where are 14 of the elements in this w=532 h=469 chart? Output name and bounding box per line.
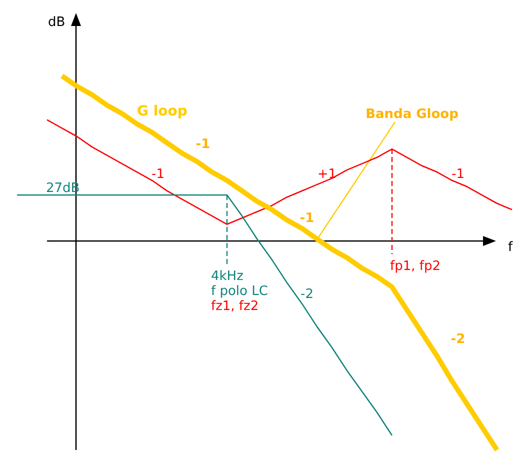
annotation: -1 (300, 211, 314, 226)
annotation: -1 (152, 167, 164, 182)
y-axis-title: dB (48, 15, 66, 30)
annotation: fp1, fp2 (390, 259, 440, 274)
annotation: -1 (196, 137, 210, 152)
annotation: -2 (300, 287, 314, 302)
series-label: G loop (137, 104, 188, 120)
annotation: 4kHz (211, 269, 244, 284)
annotation: f polo LC (211, 284, 268, 299)
annotation: fz1, fz2 (211, 299, 259, 314)
annotation: -1 (452, 167, 464, 182)
annotation: -2 (450, 332, 466, 347)
annotation: Banda Gloop (366, 107, 458, 122)
x-axis-title: f (508, 240, 513, 255)
